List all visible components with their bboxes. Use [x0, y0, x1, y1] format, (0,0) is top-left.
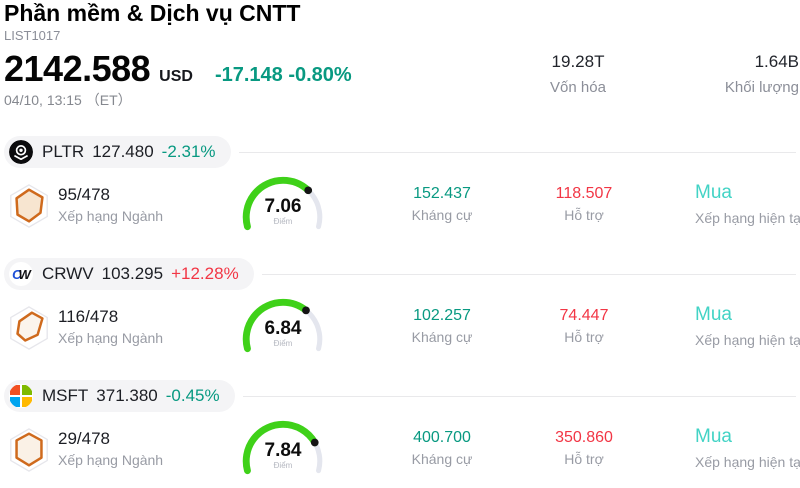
rating-value: Mua [695, 426, 732, 447]
ticker-change: -0.45% [165, 386, 220, 405]
support-value: 350.860 [555, 429, 613, 446]
pltr-logo-icon [9, 140, 33, 164]
resistance-value: 152.437 [413, 185, 471, 202]
support-value: 74.447 [559, 307, 609, 324]
resistance-label: Kháng cự [411, 329, 473, 345]
industry-rank: 29/478 Xếp hạng Ngành [58, 429, 163, 468]
ticker-chip-pltr[interactable]: PLTR 127.480 -2.31% [4, 136, 231, 168]
index-price-line: 2142.588 USD -17.148 -0.80% [4, 48, 352, 90]
ticker-symbol: CRWV [42, 264, 94, 283]
rating-label: Xếp hạng hiện tại [695, 454, 800, 470]
resistance-label: Kháng cự [411, 451, 473, 467]
score-value: 7.84 [264, 440, 302, 461]
rating-label: Xếp hạng hiện tại [695, 332, 800, 348]
ticker-chip-msft[interactable]: MSFT 371.380 -0.45% [4, 380, 235, 412]
industry-rank-radar-icon [6, 183, 52, 229]
score-label: Điểm [273, 339, 293, 348]
volume-stat: 1.64B Khối lượng [725, 52, 799, 96]
market-cap-value: 19.28T [551, 52, 605, 71]
market-cap-stat: 19.28T Vốn hóa [532, 52, 624, 96]
industry-rank-label: Xếp hạng Ngành [58, 208, 164, 224]
score-gauge: 7.84 Điểm [237, 418, 329, 484]
industry-rank-value: 116/478 [58, 307, 119, 326]
index-price: 2142.588 [4, 48, 151, 89]
industry-rank: 116/478 Xếp hạng Ngành [58, 307, 163, 346]
rating-column: Mua Xếp hạng hiện tại [695, 304, 800, 348]
industry-rank-value: 95/478 [58, 185, 110, 204]
score-text: 7.84 Điểm [237, 441, 329, 471]
ticker-price: 103.295 [101, 264, 164, 283]
quote-timestamp: 04/10, 13:15 （ET） [4, 92, 132, 108]
rating-label: Xếp hạng hiện tại [695, 210, 800, 226]
support-value: 118.507 [555, 185, 613, 202]
rating-value: Mua [695, 304, 732, 325]
stock-row-pltr: PLTR 127.480 -2.31% 95/478 Xếp hạng Ngàn… [0, 128, 800, 250]
resistance-column: 152.437 Kháng cự [380, 185, 504, 223]
page-title: Phần mềm & Dịch vụ CNTT [4, 0, 301, 26]
resistance-column: 102.257 Kháng cự [380, 307, 504, 345]
ticker-symbol: MSFT [42, 386, 89, 405]
divider [261, 273, 796, 275]
currency-label: USD [159, 68, 193, 85]
industry-rank-radar-icon [6, 427, 52, 473]
ticker-price: 127.480 [92, 142, 154, 161]
score-gauge: 6.84 Điểm [237, 296, 329, 362]
support-column: 74.447 Hỗ trợ [521, 307, 647, 345]
support-label: Hỗ trợ [564, 451, 604, 467]
divider [242, 395, 796, 397]
industry-rank-value: 29/478 [58, 429, 110, 448]
volume-label: Khối lượng [724, 79, 799, 96]
score-gauge: 7.06 Điểm [237, 174, 329, 240]
rating-column: Mua Xếp hạng hiện tại [695, 426, 800, 470]
industry-rank-radar-icon [6, 305, 52, 351]
ticker-change: +12.28% [171, 264, 239, 283]
index-change: -17.148 -0.80% [214, 64, 352, 86]
industry-rank: 95/478 Xếp hạng Ngành [58, 185, 163, 224]
score-label: Điểm [273, 461, 293, 470]
rating-column: Mua Xếp hạng hiện tại [695, 182, 800, 226]
resistance-value: 102.257 [413, 307, 471, 324]
score-text: 6.84 Điểm [237, 319, 329, 349]
score-label: Điểm [273, 217, 293, 226]
industry-rank-label: Xếp hạng Ngành [58, 330, 164, 346]
msft-logo-icon [9, 384, 33, 408]
resistance-label: Kháng cự [411, 207, 473, 223]
score-text: 7.06 Điểm [237, 197, 329, 227]
stock-row-msft: MSFT 371.380 -0.45% 29/478 Xếp hạng Ngàn… [0, 372, 800, 488]
ticker-chip-row: MSFT 371.380 -0.45% [4, 380, 796, 412]
resistance-value: 400.700 [413, 429, 471, 446]
index-code: LIST1017 [4, 28, 61, 43]
rating-value: Mua [695, 182, 732, 203]
ticker-change: -2.31% [161, 142, 216, 161]
support-label: Hỗ trợ [564, 329, 604, 345]
ticker-price: 371.380 [96, 386, 158, 405]
support-label: Hỗ trợ [564, 207, 604, 223]
industry-rank-label: Xếp hạng Ngành [58, 452, 164, 468]
header: Phần mềm & Dịch vụ CNTT LIST1017 2142.58… [0, 0, 800, 128]
score-value: 7.06 [264, 196, 302, 217]
divider [238, 151, 796, 153]
score-value: 6.84 [264, 318, 302, 339]
market-cap-label: Vốn hóa [550, 79, 606, 96]
support-column: 350.860 Hỗ trợ [521, 429, 647, 467]
ticker-chip-row: PLTR 127.480 -2.31% [4, 136, 796, 168]
support-column: 118.507 Hỗ trợ [521, 185, 647, 223]
ticker-symbol: PLTR [42, 142, 85, 161]
resistance-column: 400.700 Kháng cự [380, 429, 504, 467]
volume-value: 1.64B [754, 52, 799, 71]
